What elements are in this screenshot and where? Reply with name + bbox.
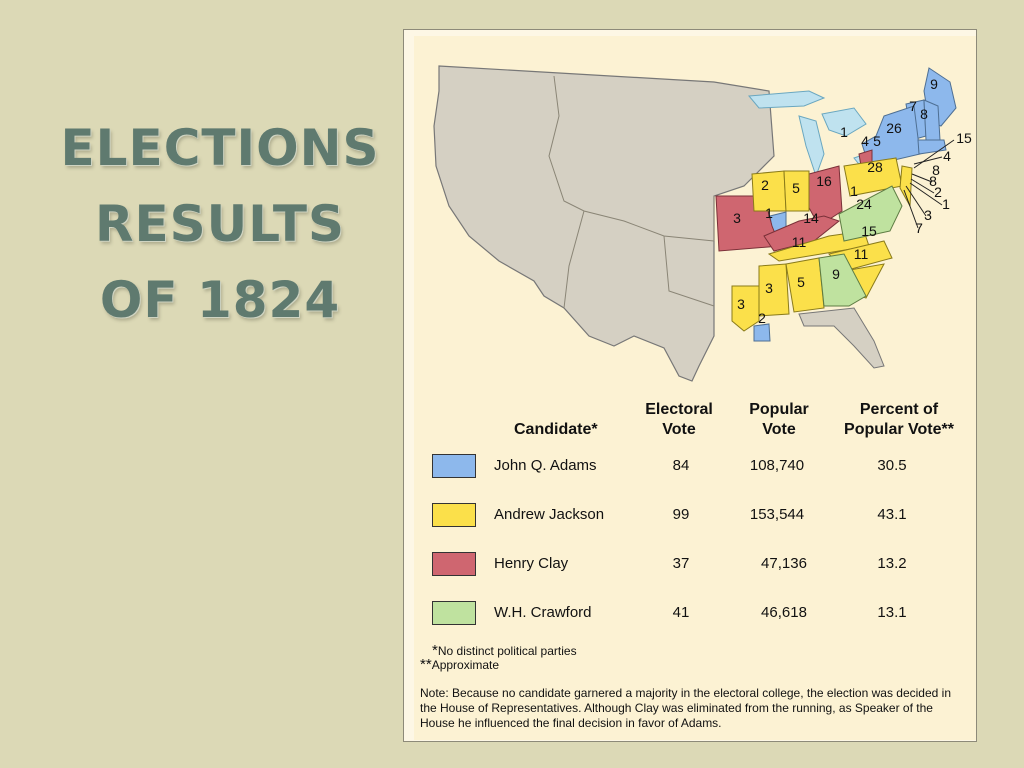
label-alabama: 5 — [797, 274, 805, 290]
label-nj: 8 — [929, 173, 937, 189]
electoral-vote: 41 — [672, 604, 690, 621]
title-line-1: ELECTIONS — [60, 119, 380, 177]
election-map: 9 7 8 26 15 1 4 5 4 8 28 8 2 1 1 3 7 2 5… — [414, 36, 976, 416]
label-mississippi: 3 — [765, 280, 773, 296]
header-percent: Percent of Popular Vote** — [844, 401, 954, 438]
candidate-name: Andrew Jackson — [494, 506, 605, 523]
header-electoral-vote: Electoral Vote — [645, 401, 713, 438]
label-md-7: 7 — [915, 220, 923, 236]
label-nc: 15 — [861, 223, 877, 239]
slide-title: ELECTIONS RESULTS OF 1824 — [40, 110, 400, 338]
percent-vote: 13.2 — [877, 555, 907, 572]
label-louisiana-jackson: 3 — [737, 296, 745, 312]
explanatory-note: Note: Because no candidate garnered a ma… — [420, 686, 951, 730]
label-ma: 15 — [956, 130, 972, 146]
label-illinois-adams: 1 — [765, 205, 773, 221]
label-ct: 8 — [932, 162, 940, 178]
figure-panel: 9 7 8 26 15 1 4 5 4 8 28 8 2 1 1 3 7 2 5… — [414, 36, 976, 740]
label-maine: 9 — [930, 76, 938, 92]
crawford-states — [818, 185, 903, 307]
electoral-vote: 84 — [672, 457, 690, 474]
label-md-adams: 1 — [942, 196, 950, 212]
label-nh: 7 — [909, 98, 917, 114]
header-candidate: Candidate* — [514, 421, 598, 438]
popular-vote: 108,740 — [749, 457, 805, 474]
title-line-2: RESULTS — [95, 195, 345, 253]
label-pa: 28 — [867, 159, 883, 175]
electoral-vote: 99 — [672, 506, 690, 523]
label-ohio: 16 — [816, 173, 832, 189]
territories-land — [433, 65, 775, 382]
florida-territory — [798, 307, 885, 369]
footnote-no-parties: *No distinct political parties — [432, 642, 577, 659]
percent-vote: 13.1 — [877, 604, 907, 621]
footnote-approximate: **Approximate — [420, 656, 500, 673]
figure-frame: 9 7 8 26 15 1 4 5 4 8 28 8 2 1 1 3 7 2 5… — [403, 29, 977, 742]
adams-states — [753, 67, 957, 342]
territory-borders — [548, 75, 715, 309]
electoral-vote: 37 — [672, 555, 690, 572]
label-missouri: 3 — [733, 210, 741, 226]
label-md-3: 3 — [924, 207, 932, 223]
label-ny-5: 5 — [873, 133, 881, 149]
popular-vote: 47,136 — [761, 555, 807, 572]
percent-vote: 30.5 — [877, 457, 907, 474]
candidate-name: John Q. Adams — [494, 457, 597, 474]
candidate-asterisk: * — [591, 421, 598, 438]
label-ny-clay: 4 — [861, 133, 869, 149]
candidate-name: Henry Clay — [494, 555, 569, 572]
label-kentucky: 14 — [803, 210, 819, 226]
clay-color-swatch — [432, 552, 476, 576]
label-georgia: 9 — [832, 266, 840, 282]
label-sc: 11 — [854, 246, 869, 262]
label-tennessee: 11 — [792, 234, 807, 250]
label-ny: 26 — [886, 120, 902, 136]
leader-lines — [903, 139, 955, 229]
percent-asterisks: ** — [941, 421, 954, 438]
label-md-jackson: 1 — [850, 183, 858, 199]
label-vt: 8 — [920, 106, 928, 122]
state-labels: 9 7 8 26 15 1 4 5 4 8 28 8 2 1 1 3 7 2 5… — [733, 76, 972, 326]
label-de-md: 2 — [934, 184, 942, 200]
jackson-color-swatch — [432, 503, 476, 527]
label-virginia: 24 — [856, 196, 872, 212]
header-popular-vote: Popular Vote — [749, 401, 809, 438]
popular-vote: 46,618 — [761, 604, 807, 621]
label-indiana: 5 — [792, 180, 800, 196]
crawford-color-swatch — [432, 601, 476, 625]
percent-vote: 43.1 — [877, 506, 907, 523]
candidate-name: W.H. Crawford — [494, 604, 592, 621]
label-louisiana-adams: 2 — [758, 310, 766, 326]
label-illinois-jackson: 2 — [761, 177, 769, 193]
adams-color-swatch — [432, 454, 476, 478]
label-1-north: 1 — [840, 124, 848, 140]
popular-vote: 153,544 — [749, 506, 805, 523]
label-ri: 4 — [943, 148, 951, 164]
title-line-3: OF 1824 — [99, 271, 341, 329]
